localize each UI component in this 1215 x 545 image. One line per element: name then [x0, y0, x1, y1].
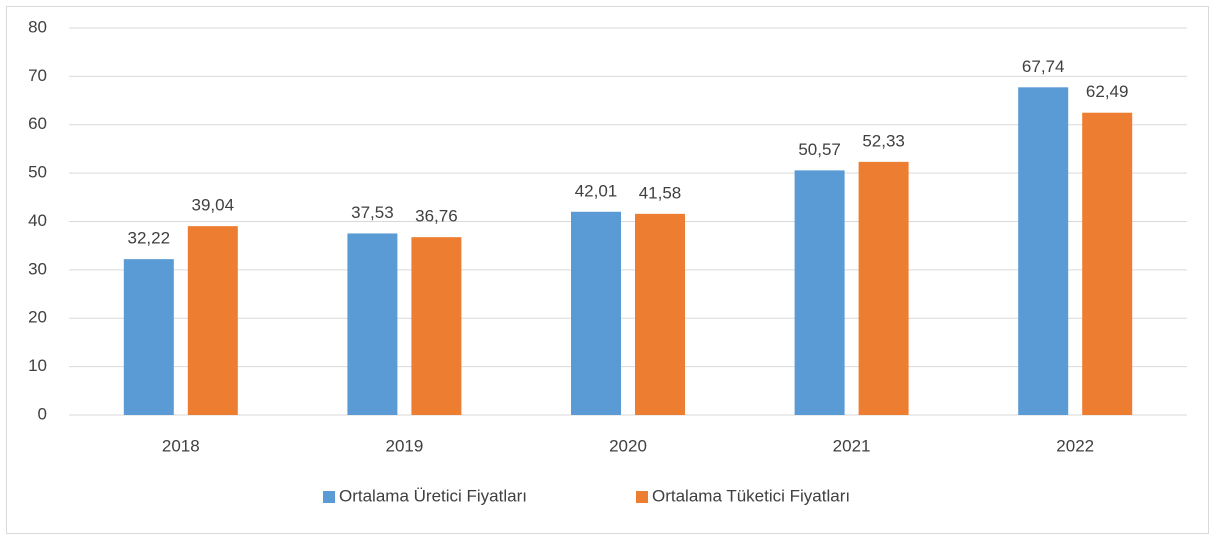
- y-tick-label: 50: [28, 163, 47, 182]
- value-label: 32,22: [128, 229, 171, 248]
- y-tick-label: 30: [28, 259, 47, 278]
- bar: [794, 170, 845, 415]
- y-tick-label: 0: [38, 404, 47, 423]
- x-tick-label: 2022: [1056, 436, 1094, 455]
- value-label: 37,53: [351, 203, 394, 222]
- y-tick-label: 40: [28, 211, 47, 230]
- value-label: 39,04: [192, 196, 235, 215]
- bar: [411, 237, 462, 415]
- legend-label: Ortalama Tüketici Fiyatları: [652, 486, 850, 505]
- value-label: 36,76: [415, 207, 458, 226]
- x-tick-label: 2020: [609, 436, 647, 455]
- legend-swatch: [636, 491, 648, 503]
- legend-swatch: [323, 491, 335, 503]
- value-label: 42,01: [575, 181, 618, 200]
- y-tick-label: 60: [28, 114, 47, 133]
- y-tick-label: 80: [28, 17, 47, 36]
- bar: [858, 161, 909, 415]
- y-tick-label: 70: [28, 66, 47, 85]
- bar: [1018, 87, 1069, 416]
- value-label: 41,58: [639, 183, 682, 202]
- bar: [123, 259, 174, 415]
- bar: [635, 213, 685, 415]
- x-tick-label: 2019: [385, 436, 423, 455]
- value-label: 52,33: [862, 131, 905, 150]
- bar: [347, 233, 398, 415]
- bar: [571, 211, 621, 415]
- y-tick-label: 10: [28, 356, 47, 375]
- legend-label: Ortalama Üretici Fiyatları: [339, 486, 527, 505]
- bar: [1082, 112, 1133, 416]
- x-tick-label: 2018: [162, 436, 200, 455]
- value-label: 62,49: [1086, 82, 1129, 101]
- bar: [187, 226, 238, 415]
- x-tick-label: 2021: [833, 436, 871, 455]
- value-label: 50,57: [798, 140, 841, 159]
- y-tick-label: 20: [28, 308, 47, 327]
- value-label: 67,74: [1022, 57, 1065, 76]
